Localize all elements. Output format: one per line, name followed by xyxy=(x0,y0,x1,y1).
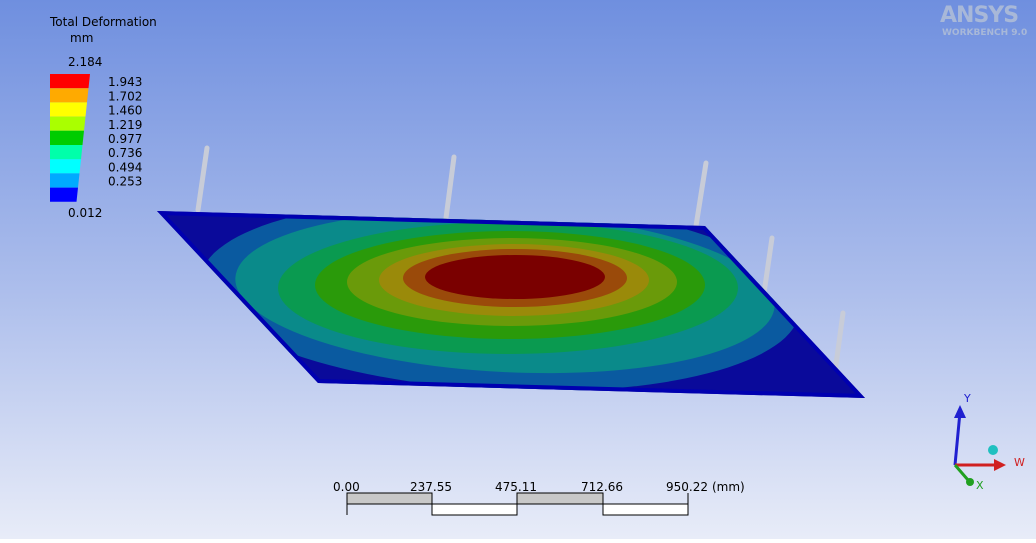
legend-title: Total Deformation xyxy=(49,15,157,29)
legend-level: 0.977 xyxy=(108,132,142,146)
scale-label: 475.11 xyxy=(495,480,537,494)
scale-unit: (mm) xyxy=(712,480,745,494)
legend-band xyxy=(50,159,81,174)
legend-level: 0.736 xyxy=(108,146,142,160)
legend-band xyxy=(50,102,87,117)
legend-band xyxy=(50,173,80,188)
scale-label: 237.55 xyxy=(410,480,452,494)
legend-band xyxy=(50,187,78,202)
legend-band xyxy=(50,74,90,89)
legend-band xyxy=(50,130,84,145)
legend-level: 1.702 xyxy=(108,89,142,103)
scale-label: 0.00 xyxy=(333,480,360,494)
legend-band xyxy=(50,116,86,131)
triad-w: W xyxy=(1014,456,1025,469)
legend-max: 2.184 xyxy=(68,55,102,69)
scale-bar xyxy=(346,492,689,516)
legend-level: 1.943 xyxy=(108,75,142,89)
triad: Y W X xyxy=(953,392,1025,492)
legend-level: 0.253 xyxy=(108,175,142,189)
legend-band xyxy=(50,145,83,160)
triad-y: Y xyxy=(963,392,971,405)
scale-labels: 0.00 237.55 475.11 712.66 950.22 xyxy=(333,480,708,494)
legend-unit: mm xyxy=(70,31,93,45)
legend-level: 1.460 xyxy=(108,104,142,118)
triad-x: X xyxy=(976,479,984,492)
supports xyxy=(195,145,846,375)
logo-version: WORKBENCH 9.0 xyxy=(942,28,1027,38)
deformed-plate xyxy=(157,211,865,398)
legend-min: 0.012 xyxy=(68,206,102,220)
scale-label: 950.22 xyxy=(666,480,708,494)
legend-level: 0.494 xyxy=(108,160,142,174)
scale-label: 712.66 xyxy=(581,480,623,494)
legend-level: 1.219 xyxy=(108,118,142,132)
legend-band xyxy=(50,88,89,103)
logo-name: ANSYS xyxy=(940,3,1018,28)
